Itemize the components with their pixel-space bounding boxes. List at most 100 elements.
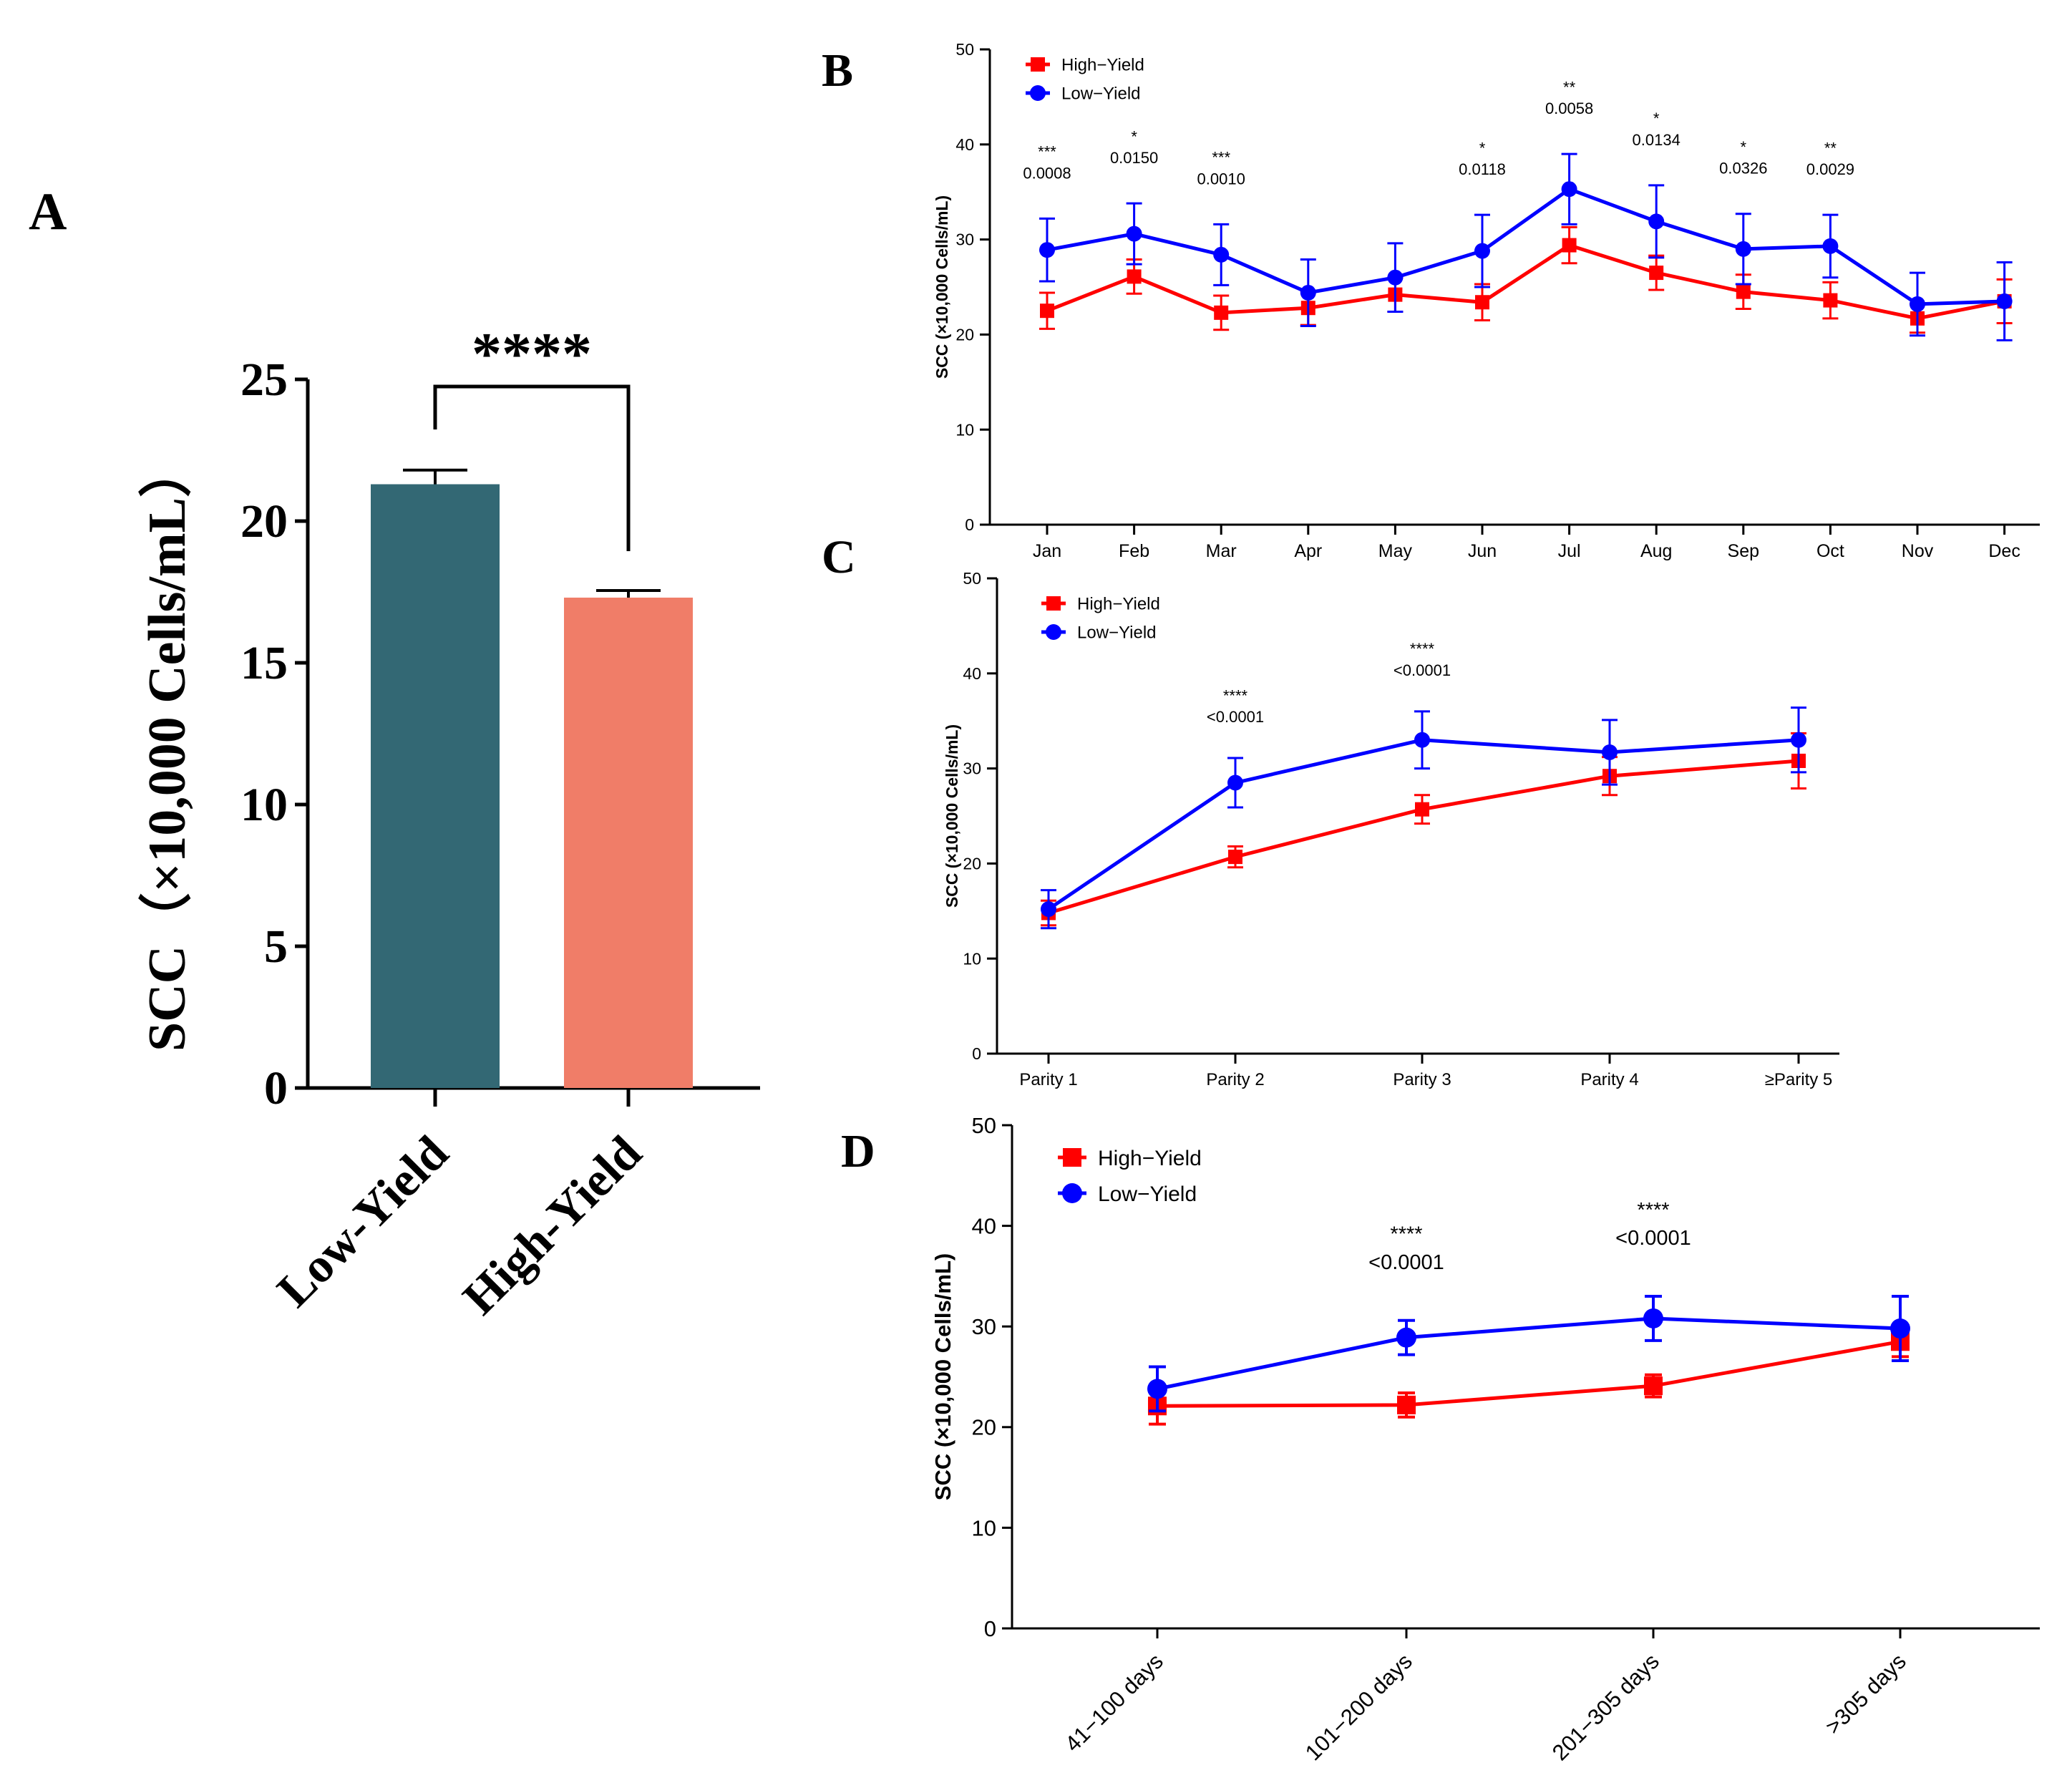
b-significance-stars: * — [1653, 110, 1660, 127]
d-series-line — [1157, 1316, 1901, 1391]
c-y-tick-label: 10 — [963, 949, 981, 968]
b-point-square — [1475, 295, 1489, 310]
d-p-value: <0.0001 — [1615, 1227, 1691, 1250]
b-y-tick-label: 50 — [955, 40, 974, 59]
c-legend-marker — [1046, 596, 1061, 611]
d-point-circle — [1147, 1379, 1167, 1399]
c-y-tick-label: 30 — [963, 759, 981, 778]
b-point-square — [1214, 305, 1229, 320]
c-legend-label: Low−Yield — [1077, 623, 1157, 643]
c-point-circle — [1791, 732, 1806, 748]
panel-label-c: C — [822, 531, 856, 583]
d-x-tick-label: 201−305 days — [1547, 1648, 1664, 1765]
c-x-tick-label: ≥Parity 5 — [1765, 1070, 1833, 1089]
b-point-circle — [1822, 238, 1839, 254]
b-legend-label: High−Yield — [1061, 56, 1144, 75]
b-x-tick-label: Dec — [1988, 541, 2020, 561]
c-point-square — [1415, 802, 1429, 817]
b-point-circle — [1300, 284, 1316, 301]
a-y-tick-label: 25 — [240, 354, 288, 406]
c-p-value: <0.0001 — [1394, 661, 1451, 679]
b-significance-stars: * — [1131, 127, 1137, 145]
b-point-circle — [1474, 243, 1490, 259]
a-y-tick-label: 20 — [240, 495, 288, 548]
b-series-line — [1046, 187, 2005, 306]
panel-d-line-chart: 0 10 20 30 40 50 41−100 days 101−200 days 201−30… — [930, 1113, 2040, 1765]
panel-b-line-chart: 0 10 20 30 40 50 Jan Feb Mar Apr May Jun Jul Aug Sep Oc… — [933, 40, 2040, 561]
a-y-tick-label: 0 — [264, 1062, 288, 1114]
b-p-value: 0.0058 — [1545, 99, 1593, 117]
a-significance-stars: **** — [472, 321, 592, 387]
d-x-tick-label: 41−100 days — [1060, 1648, 1168, 1757]
b-p-value: 0.0029 — [1806, 160, 1854, 178]
b-x-tick-label: Oct — [1816, 541, 1844, 561]
c-y-tick-label: 50 — [963, 569, 981, 588]
a-x-tick-label: Low-Yield — [266, 1125, 458, 1317]
panel-label-d: D — [841, 1125, 875, 1177]
b-x-tick-label: Nov — [1902, 541, 1934, 561]
b-point-circle — [1213, 246, 1230, 263]
b-p-value: 0.0150 — [1110, 149, 1158, 167]
d-point-circle — [1396, 1327, 1416, 1348]
b-x-tick-label: Sep — [1728, 541, 1759, 561]
b-x-tick-label: Aug — [1640, 541, 1672, 561]
b-significance-stars: ** — [1563, 78, 1576, 96]
b-significance-stars: * — [1479, 139, 1486, 157]
panel-label-a: A — [29, 183, 67, 241]
b-x-tick-label: Jun — [1468, 541, 1497, 561]
c-point-circle — [1602, 744, 1618, 761]
b-point-circle — [1910, 296, 1925, 312]
b-point-circle — [1996, 293, 2013, 309]
b-p-value: 0.0010 — [1197, 170, 1245, 188]
a-y-tick-label: 10 — [240, 779, 288, 831]
b-significance-stars: ** — [1824, 139, 1837, 157]
d-p-value: <0.0001 — [1368, 1251, 1444, 1274]
b-series-line — [1046, 243, 2005, 321]
a-y-tick-label: 5 — [264, 920, 288, 973]
b-point-square — [1736, 284, 1751, 299]
b-point-circle — [1039, 242, 1055, 258]
d-legend-marker — [1063, 1148, 1081, 1167]
b-x-tick-label: Feb — [1119, 541, 1149, 561]
c-point-square — [1228, 850, 1242, 865]
d-legend-label: High−Yield — [1098, 1147, 1202, 1170]
c-point-circle — [1041, 901, 1056, 918]
d-y-tick-label: 20 — [972, 1415, 996, 1440]
b-point-circle — [1126, 225, 1142, 242]
c-p-value: <0.0001 — [1207, 708, 1264, 726]
c-legend-marker — [1046, 624, 1061, 640]
b-point-square — [1823, 293, 1838, 308]
panel-label-b: B — [822, 44, 853, 97]
c-x-tick-label: Parity 4 — [1580, 1070, 1638, 1089]
d-x-tick-label: >305 days — [1820, 1648, 1911, 1739]
d-point-square — [1644, 1376, 1663, 1396]
c-significance-stars: **** — [1410, 640, 1435, 658]
d-y-tick-label: 30 — [972, 1314, 996, 1339]
b-y-tick-label: 10 — [955, 420, 974, 439]
a-bar — [564, 597, 693, 1088]
d-legend-marker — [1062, 1183, 1082, 1203]
b-legend-label: Low−Yield — [1061, 84, 1141, 104]
a-bar — [371, 484, 500, 1088]
b-point-square — [1562, 238, 1577, 253]
a-y-tick-label: 15 — [240, 637, 288, 689]
c-legend-label: High−Yield — [1077, 595, 1160, 614]
b-p-value: 0.0326 — [1719, 160, 1767, 178]
b-point-circle — [1735, 241, 1751, 257]
c-y-tick-label: 40 — [963, 664, 981, 683]
b-y-tick-label: 30 — [955, 230, 974, 249]
a-significance-bracket — [433, 384, 631, 551]
b-y-axis-label: SCC (×10,000 Cells/mL) — [933, 195, 951, 379]
b-point-circle — [1648, 213, 1665, 230]
d-point-circle — [1643, 1308, 1663, 1328]
b-point-circle — [1561, 181, 1577, 198]
d-legend-label: Low−Yield — [1098, 1182, 1197, 1206]
c-y-axis-label: SCC (×10,000 Cells/mL) — [943, 724, 961, 908]
c-point-circle — [1227, 774, 1243, 791]
c-x-tick-label: Parity 1 — [1019, 1070, 1077, 1089]
b-x-tick-label: Apr — [1294, 541, 1322, 561]
d-point-circle — [1890, 1318, 1910, 1339]
b-significance-stars: * — [1741, 138, 1747, 156]
